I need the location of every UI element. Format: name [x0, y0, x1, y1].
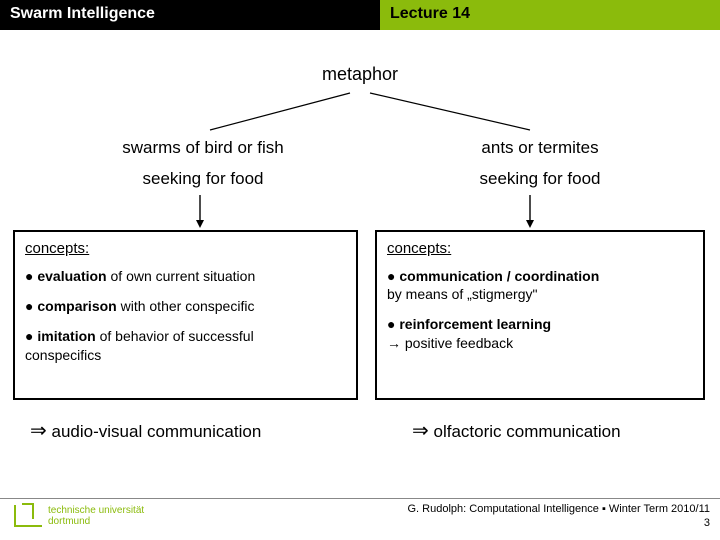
slide-header: Swarm Intelligence Lecture 14 [0, 0, 720, 30]
conclusion-left-text: audio-visual communication [52, 422, 262, 441]
concepts-box-right: concepts: ● communication / coordination… [375, 230, 705, 400]
concept-item: ● evaluation of own current situation [25, 267, 346, 285]
header-title-left: Swarm Intelligence [0, 0, 380, 30]
branch-right-line2: seeking for food [420, 169, 660, 189]
arrow-icon: ⇒ [412, 420, 429, 442]
branch-left-line1: swarms of bird or fish [78, 138, 328, 158]
concepts-title-right: concepts: [387, 240, 693, 257]
credit-text: G. Rudolph: Computational Intelligence ▪… [408, 503, 711, 515]
concept-item: ● imitation of behavior of successful co… [25, 327, 346, 363]
concepts-box-left: concepts: ● evaluation of own current si… [13, 230, 358, 400]
branch-left-line2: seeking for food [78, 169, 328, 189]
concept-item: ● comparison with other conspecific [25, 297, 346, 315]
conclusion-left: ⇒ audio-visual communication [30, 418, 261, 443]
concepts-list-left: ● evaluation of own current situation ● c… [25, 267, 346, 364]
header-title-right: Lecture 14 [380, 0, 720, 30]
tu-logo-icon [14, 505, 42, 527]
concepts-title-left: concepts: [25, 240, 346, 257]
branch-right-line1: ants or termites [420, 138, 660, 158]
uni-line2: dortmund [48, 516, 144, 527]
concept-item: ● communication / coordination by means … [387, 267, 693, 303]
footer-credit: G. Rudolph: Computational Intelligence ▪… [408, 503, 711, 529]
uni-line1: technische universität [48, 505, 144, 516]
concept-item: ● reinforcement learning → positive feed… [387, 315, 693, 351]
root-label: metaphor [0, 64, 720, 85]
university-logo: technische universität dortmund [14, 505, 144, 527]
page-number: 3 [408, 517, 711, 529]
conclusion-right: ⇒ olfactoric communication [412, 418, 621, 443]
arrow-icon: ⇒ [30, 420, 47, 442]
slide-content: metaphor swarms of bird or fish ants or … [0, 30, 720, 490]
university-name: technische universität dortmund [48, 505, 144, 527]
conclusion-right-text: olfactoric communication [434, 422, 621, 441]
concepts-list-right: ● communication / coordination by means … [387, 267, 693, 352]
slide-footer: technische universität dortmund G. Rudol… [0, 498, 720, 540]
